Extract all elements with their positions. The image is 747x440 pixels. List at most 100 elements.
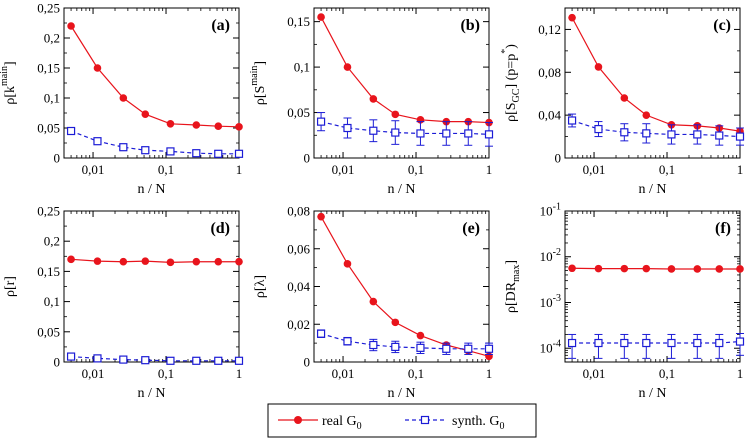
panel-label: (c) — [713, 17, 731, 34]
x-tick-label: 0,1 — [659, 162, 675, 177]
data-point-real — [568, 264, 576, 273]
y-tick-label: 0 — [54, 355, 61, 370]
x-tick-label: 0,1 — [158, 366, 174, 381]
y-tick-label: 0 — [555, 151, 562, 166]
y-axis-label: ρ[Smain] — [249, 61, 268, 105]
panel-c: 0,01 0,1 1 n / N 0 0,04 0,08 0,12 ρ[SGC] (p=p*) (… — [500, 7, 745, 197]
series-synth — [567, 113, 745, 146]
data-point-real — [93, 257, 102, 265]
data-point-synth — [343, 123, 352, 133]
legend-real-label: real G0 — [322, 414, 362, 432]
series-real — [67, 22, 243, 131]
y-tick-label: 0 — [54, 151, 61, 166]
panel-label: (b) — [460, 17, 480, 34]
x-axis-label: n / N — [639, 182, 667, 197]
data-point-real — [235, 257, 243, 266]
panel-label: (f) — [715, 220, 731, 237]
data-point-synth — [416, 129, 425, 138]
x-tick-label: 1 — [486, 162, 493, 177]
y-tick-label: 0,04 — [287, 279, 310, 294]
data-point-synth — [93, 354, 102, 363]
data-point-synth — [594, 124, 603, 134]
data-point-real — [594, 264, 603, 273]
data-point-real — [166, 258, 175, 267]
y-tick-label: 0,05 — [287, 105, 310, 120]
series-real-line — [70, 25, 240, 128]
data-point-synth — [642, 129, 651, 138]
legend: real G0 synth. G0 — [267, 403, 537, 438]
data-point-synth — [214, 356, 223, 365]
y-axis-label: ρ[kmain] — [0, 61, 18, 104]
y-tick-label: 0,1 — [44, 294, 60, 309]
series-synth-line — [320, 121, 490, 135]
data-point-synth — [66, 126, 76, 136]
data-point-real — [667, 265, 676, 273]
plot-frame — [564, 210, 741, 363]
data-point-real — [192, 257, 201, 266]
data-point-real — [416, 331, 425, 340]
y-tick-label: 10-3 — [540, 293, 561, 310]
y-tick-label: 0,25 — [37, 1, 60, 16]
y-tick-label: 0,08 — [538, 65, 561, 80]
panels-container: 0,01 0,1 1 n / N 0 0,05 0,1 0,15 0,2 0,25 ρ[kmain]… — [0, 1, 745, 401]
data-point-real — [141, 257, 150, 265]
data-point-synth — [464, 129, 473, 138]
data-point-synth — [442, 344, 451, 353]
data-point-real — [235, 123, 243, 131]
data-point-synth — [735, 337, 745, 346]
data-point-synth — [620, 338, 629, 348]
x-axis-label: n / N — [388, 182, 416, 197]
data-point-real — [343, 63, 352, 71]
data-point-real — [391, 318, 400, 327]
data-point-synth — [442, 129, 451, 138]
plot-frame — [564, 7, 741, 159]
data-point-synth — [391, 342, 400, 351]
panel-b: 0,01 0,1 1 n / N 0 0,05 0,1 0,15 ρ[Smain] (b) — [249, 7, 494, 197]
x-tick-label: 1 — [737, 162, 744, 177]
data-point-real — [369, 297, 378, 306]
data-point-real — [620, 94, 629, 102]
x-tick-label: 0,01 — [82, 162, 105, 177]
data-point-synth — [715, 131, 724, 140]
data-point-synth — [192, 149, 201, 158]
x-tick-label: 0,01 — [583, 366, 606, 381]
data-point-real — [715, 265, 724, 273]
data-point-real — [642, 111, 651, 119]
x-tick-label: 0,1 — [408, 162, 424, 177]
data-point-synth — [416, 343, 425, 352]
x-tick-label: 0,01 — [82, 366, 105, 381]
data-point-synth — [119, 355, 128, 364]
data-point-real — [67, 22, 75, 30]
legend-synth-marker — [405, 415, 445, 425]
y-tick-label: 0,15 — [287, 14, 310, 29]
y-tick-label: 10-1 — [540, 202, 561, 219]
x-tick-label: 0,1 — [659, 366, 675, 381]
x-tick-label: 0,1 — [158, 162, 174, 177]
data-point-synth — [464, 344, 473, 353]
data-point-synth — [594, 338, 603, 348]
data-point-synth — [642, 338, 651, 348]
data-point-synth — [234, 149, 244, 158]
data-point-real — [67, 255, 75, 264]
series-synth — [567, 332, 745, 359]
data-point-synth — [214, 149, 223, 158]
data-point-synth — [369, 126, 378, 135]
panel-label: (e) — [462, 220, 480, 237]
series-real-line — [571, 17, 741, 132]
data-point-synth — [93, 137, 102, 146]
y-tick-label: 0,2 — [44, 234, 60, 249]
data-point-synth — [166, 356, 175, 365]
data-point-synth — [166, 147, 175, 156]
legend-real-marker — [278, 416, 318, 424]
data-point-synth — [567, 338, 577, 348]
x-tick-label: 0,1 — [408, 366, 424, 381]
y-tick-label: 0,05 — [37, 324, 60, 339]
y-tick-label: 0,1 — [294, 60, 310, 75]
y-tick-label: 0,08 — [287, 204, 310, 219]
y-tick-label: 0,02 — [287, 317, 310, 332]
data-point-synth — [141, 146, 150, 155]
series-real — [67, 255, 243, 267]
data-point-synth — [141, 356, 150, 365]
data-point-real — [317, 13, 325, 21]
